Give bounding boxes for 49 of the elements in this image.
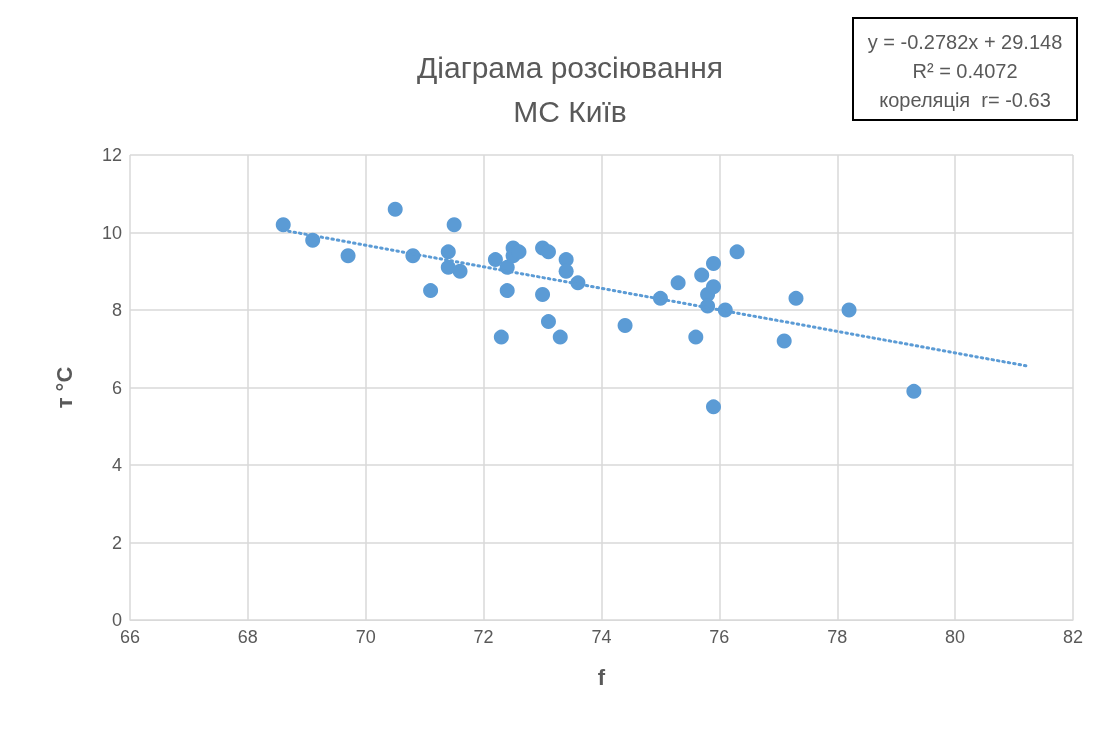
point (729, 244, 745, 260)
point (788, 290, 804, 306)
y-axis-title: т °C (51, 366, 77, 409)
y-tick-label: 6 (111, 377, 122, 398)
point (423, 283, 439, 299)
point (617, 318, 633, 333)
point (535, 287, 551, 302)
point (688, 329, 704, 345)
text: y = -0.2782x + 29.148 (867, 31, 1063, 53)
x-tick-label: 74 (591, 627, 612, 647)
point (487, 252, 503, 268)
y-tick-label: 2 (111, 532, 122, 553)
point (446, 217, 462, 233)
chart-title: Діаграма розсіювання МС Київ (417, 50, 723, 128)
point (540, 314, 556, 330)
point (340, 248, 356, 264)
point (706, 279, 721, 295)
x-tick-label: 82 (1062, 627, 1084, 647)
x-tick-label: 80 (945, 627, 966, 647)
x-axis-title: f (597, 664, 606, 690)
y-tick-label: 10 (101, 222, 122, 243)
x-tick-label: 72 (473, 627, 494, 647)
point (776, 333, 792, 349)
y-tick-label: 0 (111, 610, 122, 630)
x-tick-label: 66 (119, 627, 141, 647)
point (452, 263, 468, 279)
point (906, 383, 922, 399)
y-tick-label: 12 (101, 145, 122, 165)
text: R² = 0.4072 (912, 60, 1018, 82)
point (387, 201, 403, 217)
x-tick-label: 76 (709, 627, 730, 647)
point (694, 267, 710, 283)
point (493, 329, 509, 345)
point (499, 283, 515, 299)
point (440, 244, 456, 260)
point (552, 329, 568, 345)
point (275, 217, 291, 233)
point (841, 302, 857, 318)
point (670, 275, 686, 291)
y-tick-label: 8 (111, 300, 122, 320)
point (558, 263, 574, 279)
x-tick-label: 70 (355, 627, 376, 647)
text: кореляція r= -0.63 (879, 89, 1051, 111)
y-tick-label: 4 (111, 455, 122, 475)
point (706, 256, 721, 271)
x-tick-label: 68 (237, 627, 258, 647)
point (706, 399, 721, 415)
x-tick-label: 78 (827, 627, 848, 647)
point (540, 244, 556, 260)
